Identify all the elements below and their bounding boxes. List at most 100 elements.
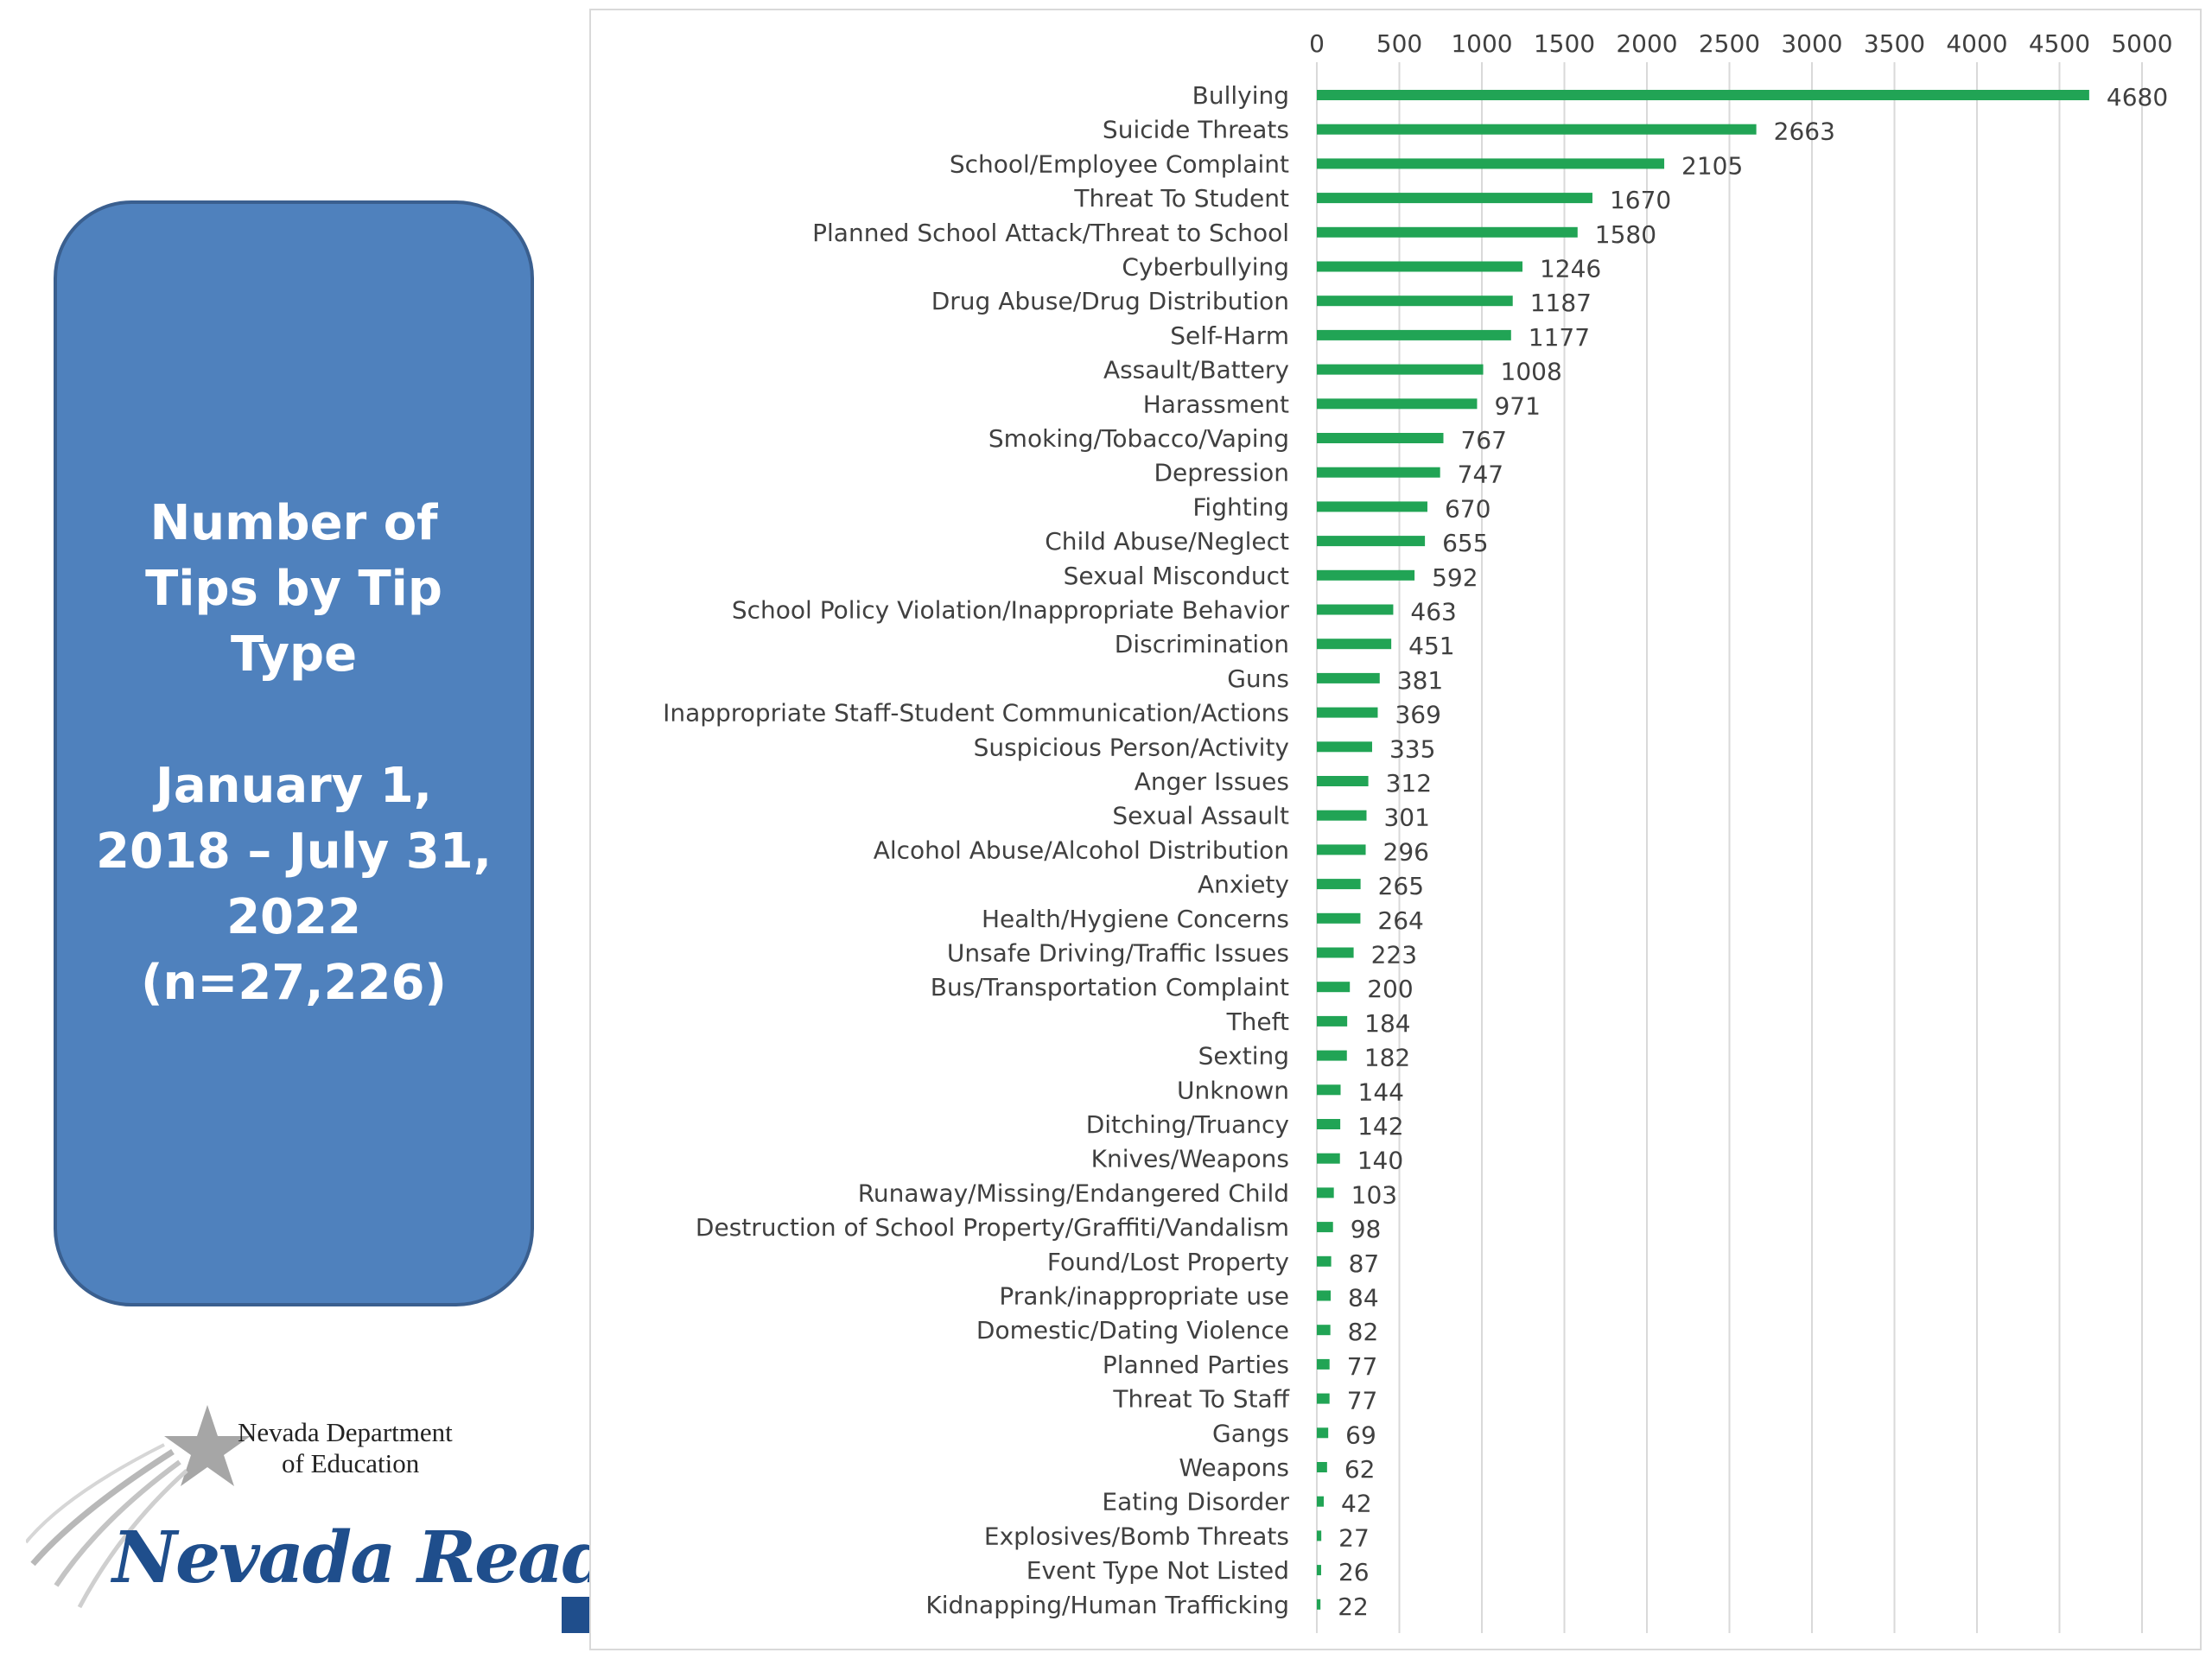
bar (1317, 1255, 1332, 1267)
category-label: Suspicious Person/Activity (974, 733, 1289, 761)
data-label: 1008 (1501, 358, 1562, 386)
bar (1317, 1530, 1322, 1541)
bar (1317, 1393, 1330, 1404)
bar (1317, 810, 1367, 821)
data-label: 184 (1364, 1009, 1410, 1038)
bar (1317, 536, 1426, 547)
bar (1317, 569, 1415, 581)
category-label: Sexual Misconduct (1064, 562, 1289, 590)
bar (1317, 1119, 1341, 1129)
data-label: 1187 (1530, 289, 1592, 317)
tick-label: 3000 (1781, 29, 1842, 58)
bar (1317, 912, 1361, 924)
bar-chart: 0 500 1000 1500 2000 2500 3000 3500 4000 4500 5000… (663, 29, 2173, 1633)
category-label: Destruction of School Property/Graffiti/… (696, 1213, 1289, 1242)
data-label: 27 (1338, 1523, 1370, 1552)
data-label: 1670 (1610, 186, 1671, 214)
data-label: 140 (1357, 1147, 1403, 1175)
category-label: Drug Abuse/Drug Distribution (931, 287, 1289, 315)
category-label: Sexting (1198, 1042, 1289, 1071)
data-label: 142 (1357, 1112, 1403, 1141)
bar (1317, 124, 1757, 135)
bar (1317, 639, 1392, 650)
bar (1317, 1358, 1330, 1370)
bar (1317, 261, 1522, 272)
date-line: 2022 (226, 889, 361, 945)
bar (1317, 776, 1369, 786)
category-label: Eating Disorder (1102, 1488, 1289, 1516)
data-label: 144 (1358, 1077, 1404, 1106)
bar (1317, 398, 1478, 410)
bar (1317, 1084, 1341, 1096)
category-label: Bullying (1192, 81, 1289, 110)
bar (1317, 1599, 1321, 1610)
data-label: 451 (1408, 632, 1454, 660)
star-swoosh-icon (26, 1405, 251, 1609)
bar (1317, 158, 1665, 169)
bar (1317, 672, 1380, 683)
data-label: 463 (1410, 598, 1456, 626)
tick-label: 0 (1309, 29, 1325, 58)
bar (1317, 467, 1440, 478)
tick-label: 2500 (1699, 29, 1760, 58)
category-label: Sexual Assault (1112, 802, 1289, 830)
data-label: 22 (1338, 1592, 1369, 1621)
category-label: Discrimination (1115, 630, 1289, 658)
data-label: 265 (1378, 872, 1424, 900)
data-label: 971 (1494, 391, 1540, 420)
category-label: Gangs (1212, 1419, 1289, 1447)
bar (1317, 1565, 1321, 1576)
category-label: Planned Parties (1103, 1351, 1289, 1379)
department-name: of Education (282, 1448, 420, 1478)
category-label: Threat To Staff (1112, 1385, 1289, 1414)
tick-label: 3500 (1864, 29, 1925, 58)
data-label: 200 (1367, 975, 1413, 1003)
category-label: Event Type Not Listed (1027, 1556, 1289, 1585)
title-line: Number of (149, 495, 438, 551)
data-label: 77 (1347, 1387, 1378, 1415)
data-label: 767 (1460, 426, 1506, 454)
tick-label: 1000 (1451, 29, 1512, 58)
bar (1317, 1222, 1333, 1233)
category-label: Bus/Transportation Complaint (931, 973, 1289, 1001)
data-label: 98 (1351, 1215, 1382, 1243)
data-label: 335 (1389, 734, 1435, 763)
data-label: 26 (1338, 1558, 1370, 1586)
data-label: 103 (1351, 1180, 1397, 1209)
bar (1317, 90, 2089, 100)
bar (1317, 1462, 1327, 1472)
chart-panel: 0 500 1000 1500 2000 2500 3000 3500 4000 4500 5000… (589, 9, 2202, 1650)
data-label: 670 (1445, 494, 1491, 523)
bar (1317, 947, 1354, 958)
category-label: Cyberbullying (1122, 253, 1289, 282)
bar (1317, 1290, 1332, 1301)
category-label: Assault/Battery (1103, 356, 1289, 385)
category-label: Weapons (1179, 1453, 1289, 1482)
data-label: 1246 (1540, 255, 1601, 283)
tick-label: 500 (1376, 29, 1422, 58)
logo-tagline: Nevada Ready! (112, 1516, 680, 1599)
bar (1317, 879, 1361, 890)
bar (1317, 226, 1578, 238)
category-label: Child Abuse/Neglect (1045, 527, 1289, 556)
data-label: 82 (1348, 1318, 1379, 1346)
data-label: 69 (1345, 1421, 1376, 1449)
data-label: 42 (1341, 1490, 1372, 1518)
bar (1317, 1050, 1347, 1061)
category-label: Found/Lost Property (1047, 1248, 1289, 1276)
count-line: (n=27,226) (140, 955, 448, 1011)
category-label: Ditching/Truancy (1086, 1110, 1289, 1139)
data-label: 1177 (1529, 323, 1590, 352)
category-label: Unsafe Driving/Traffic Issues (947, 939, 1289, 968)
date-line: 2018 – July 31, (96, 823, 492, 880)
data-label: 2663 (1774, 118, 1835, 146)
data-label: 1580 (1595, 220, 1656, 249)
data-label: 2105 (1681, 151, 1743, 180)
bar (1317, 1187, 1334, 1198)
category-label: Unknown (1177, 1076, 1289, 1104)
bar (1317, 604, 1394, 615)
category-label: Planned School Attack/Threat to School (812, 219, 1289, 247)
tick-label: 5000 (2111, 29, 2172, 58)
category-label: Anger Issues (1135, 767, 1289, 796)
category-label: Depression (1154, 459, 1289, 487)
